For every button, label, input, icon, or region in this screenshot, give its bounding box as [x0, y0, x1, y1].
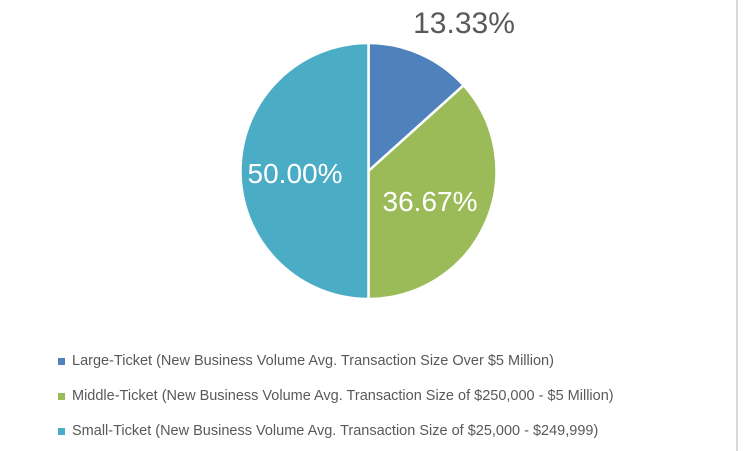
data-label-middle-ticket: 36.67%	[382, 186, 478, 217]
legend-label-large-ticket: Large-Ticket (New Business Volume Avg. T…	[72, 353, 554, 369]
legend-item-middle-ticket: Middle-Ticket (New Business Volume Avg. …	[58, 387, 614, 405]
legend-marker-middle-ticket-icon	[58, 392, 65, 400]
data-label-small-ticket: 50.00%	[247, 158, 343, 189]
legend-item-small-ticket: Small-Ticket (New Business Volume Avg. T…	[58, 422, 614, 440]
legend-marker-large-ticket-icon	[58, 357, 65, 365]
legend-label-middle-ticket: Middle-Ticket (New Business Volume Avg. …	[72, 388, 614, 404]
chart-legend: Large-Ticket (New Business Volume Avg. T…	[58, 352, 614, 451]
data-label-large-ticket: 13.33%	[413, 7, 515, 40]
frame-right-border	[736, 0, 738, 451]
pie-slice-large-ticket	[367, 41, 465, 173]
legend-item-large-ticket: Large-Ticket (New Business Volume Avg. T…	[58, 352, 614, 370]
legend-marker-small-ticket-icon	[58, 427, 65, 435]
pie-slice-small-ticket	[239, 41, 370, 301]
pie-slice-middle-ticket	[367, 84, 498, 301]
legend-label-small-ticket: Small-Ticket (New Business Volume Avg. T…	[72, 423, 599, 439]
